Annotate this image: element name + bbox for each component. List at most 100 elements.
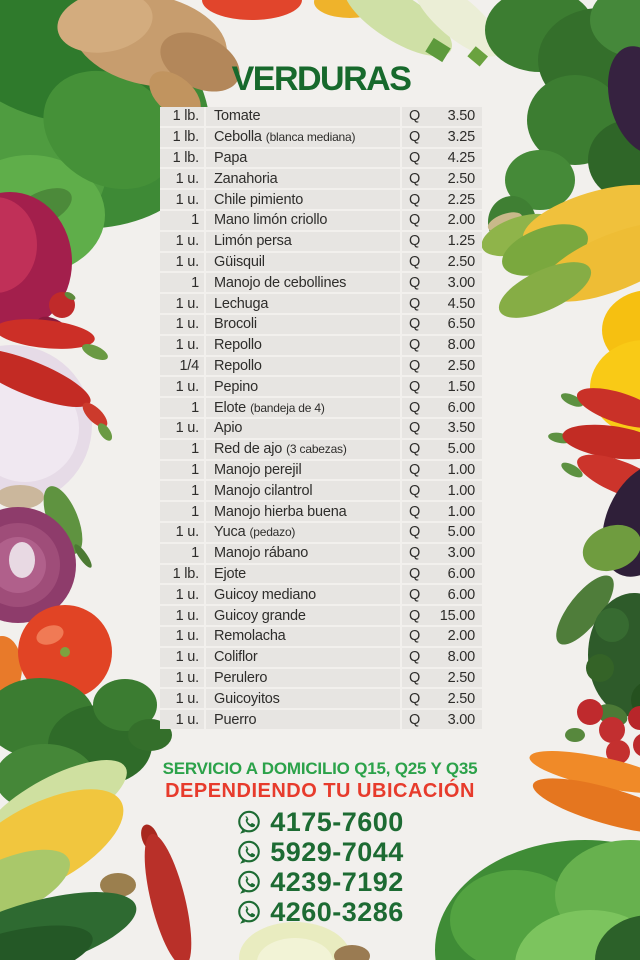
- price-amount: 2.50: [447, 253, 476, 270]
- quantity-cell: 1: [160, 439, 204, 459]
- table-row: 1 Manojo rábano Q 3.00: [160, 543, 482, 563]
- price-cell: Q 6.00: [402, 564, 482, 584]
- price-cell: Q 2.50: [402, 356, 482, 376]
- price-amount: 1.00: [447, 482, 476, 499]
- currency-symbol: Q: [409, 586, 421, 603]
- quantity-cell: 1 u.: [160, 314, 204, 334]
- table-row: 1/4 Repollo Q 2.50: [160, 356, 482, 376]
- tomato-icon: [202, 0, 302, 20]
- item-name-cell: Güisquil: [206, 252, 400, 272]
- currency-symbol: Q: [409, 295, 421, 312]
- price-amount: 2.50: [447, 690, 476, 707]
- currency-symbol: Q: [409, 628, 421, 645]
- price-amount: 3.00: [447, 545, 476, 562]
- price-amount: 8.00: [447, 337, 476, 354]
- table-row: 1 lb. Tomate Q 3.50: [160, 107, 482, 126]
- table-row: 1 lb. Cebolla (blanca mediana) Q 3.25: [160, 127, 482, 147]
- item-note: (pedazo): [249, 525, 296, 540]
- table-row: 1 Manojo perejil Q 1.00: [160, 460, 482, 480]
- quantity-cell: 1 u.: [160, 606, 204, 625]
- quantity-cell: 1 u.: [160, 190, 204, 209]
- item-name-cell: Perulero: [206, 668, 400, 688]
- currency-symbol: Q: [409, 482, 421, 499]
- currency-symbol: Q: [409, 545, 421, 562]
- item-name-cell: Mano limón criollo: [206, 210, 400, 230]
- price-amount: 8.00: [447, 649, 476, 666]
- price-cell: Q 4.25: [402, 148, 482, 168]
- price-amount: 2.00: [447, 212, 476, 229]
- whatsapp-icon: [238, 900, 260, 924]
- table-row: 1 u. Apio Q 3.50: [160, 418, 482, 438]
- price-amount: 2.25: [447, 191, 476, 208]
- price-amount: 2.50: [447, 357, 476, 374]
- item-name: Elote: [214, 399, 247, 416]
- quantity-cell: 1 lb.: [160, 127, 204, 147]
- item-name-cell: Red de ajo (3 cabezas): [206, 439, 400, 459]
- quantity-cell: 1 u.: [160, 335, 204, 355]
- item-name: Mano limón criollo: [214, 212, 328, 229]
- whatsapp-icon: [238, 840, 260, 864]
- item-name: Perulero: [214, 669, 268, 686]
- table-row: 1 Manojo de cebollines Q 3.00: [160, 273, 482, 293]
- phone-line: 4260-3286: [236, 896, 404, 927]
- phone-line: 4239-7192: [236, 867, 404, 897]
- table-row: 1 u. Remolacha Q 2.00: [160, 626, 482, 646]
- quantity-cell: 1 u.: [160, 689, 204, 709]
- eggplant-icon: [607, 46, 640, 154]
- item-name: Cebolla: [214, 129, 262, 146]
- price-amount: 4.50: [447, 295, 476, 312]
- item-name-cell: Repollo: [206, 356, 400, 376]
- currency-symbol: Q: [409, 649, 421, 666]
- item-name-cell: Guicoy mediano: [206, 585, 400, 605]
- table-row: 1 u. Puerro Q 3.00: [160, 710, 482, 729]
- currency-symbol: Q: [409, 337, 421, 354]
- table-row: 1 u. Coliflor Q 8.00: [160, 647, 482, 667]
- item-name-cell: Cebolla (blanca mediana): [206, 127, 400, 147]
- phone-line: 5929-7044: [236, 837, 404, 867]
- price-cell: Q 1.00: [402, 481, 482, 501]
- item-name-cell: Manojo perejil: [206, 460, 400, 480]
- price-cell: Q 8.00: [402, 335, 482, 355]
- price-amount: 1.50: [447, 378, 476, 395]
- price-cell: Q 3.50: [402, 107, 482, 126]
- price-amount: 3.25: [447, 129, 476, 146]
- currency-symbol: Q: [409, 233, 421, 250]
- quantity-cell: 1 u.: [160, 522, 204, 542]
- price-cell: Q 2.00: [402, 626, 482, 646]
- currency-symbol: Q: [409, 441, 421, 458]
- currency-symbol: Q: [409, 669, 421, 686]
- price-cell: Q 2.50: [402, 169, 482, 189]
- price-amount: 4.25: [447, 149, 476, 166]
- item-name: Guicoy mediano: [214, 586, 316, 603]
- whatsapp-icon: [238, 810, 260, 834]
- price-amount: 3.50: [447, 420, 476, 437]
- green-chili-icon: [43, 486, 92, 568]
- table-row: 1 u. Güisquil Q 2.50: [160, 252, 482, 272]
- price-cell: Q 2.50: [402, 252, 482, 272]
- corn-icon: [481, 184, 640, 318]
- item-name: Puerro: [214, 711, 257, 728]
- item-note: (3 cabezas): [286, 442, 347, 457]
- corn-icon: [0, 760, 136, 927]
- ginger-icon: [57, 0, 240, 119]
- table-row: 1 u. Limón persa Q 1.25: [160, 231, 482, 251]
- quantity-cell: 1 u.: [160, 585, 204, 605]
- currency-symbol: Q: [409, 607, 421, 624]
- price-amount: 6.00: [447, 399, 476, 416]
- item-name-cell: Manojo cilantrol: [206, 481, 400, 501]
- price-amount: 2.50: [447, 170, 476, 187]
- currency-symbol: Q: [409, 503, 421, 520]
- red-chili-icon: [548, 388, 640, 502]
- quantity-cell: 1: [160, 481, 204, 501]
- table-row: 1 u. Zanahoria Q 2.50: [160, 169, 482, 189]
- table-row: 1 u. Chile pimiento Q 2.25: [160, 190, 482, 209]
- currency-symbol: Q: [409, 212, 421, 229]
- zucchini-icon: [344, 0, 503, 67]
- quantity-cell: 1 u.: [160, 626, 204, 646]
- currency-symbol: Q: [409, 711, 421, 728]
- item-name: Brocoli: [214, 316, 257, 333]
- phone-list: 4175-7600 5929-7044 4239-7192 4260-3286: [0, 807, 640, 927]
- table-row: 1 u. Perulero Q 2.50: [160, 668, 482, 688]
- phone-number: 4260-3286: [270, 896, 404, 927]
- table-row: 1 u. Guicoy grande Q 15.00: [160, 606, 482, 625]
